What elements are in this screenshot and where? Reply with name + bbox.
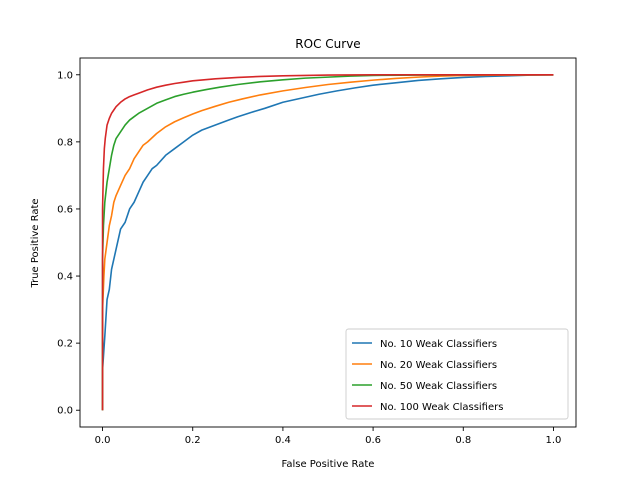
series-line-4 bbox=[101, 73, 554, 411]
series-line-1 bbox=[101, 73, 554, 411]
y-tick-label: 0.8 bbox=[57, 137, 73, 148]
x-tick-label: 0.0 bbox=[95, 435, 111, 446]
legend-label-1: No. 10 Weak Classifiers bbox=[380, 339, 497, 350]
y-axis-ticks: 0.0 0.2 0.4 0.6 0.8 1.0 bbox=[57, 70, 80, 417]
axes-frame bbox=[79, 57, 577, 428]
y-axis-label: True Positive Rate bbox=[30, 198, 41, 288]
x-tick-label: 0.4 bbox=[275, 435, 291, 446]
x-axis-ticks: 0.0 0.2 0.4 0.6 0.8 1.0 bbox=[95, 427, 562, 446]
x-tick-label: 0.2 bbox=[185, 435, 201, 446]
x-tick-label: 1.0 bbox=[546, 435, 562, 446]
axes-spines bbox=[79, 57, 577, 428]
y-tick-label: 1.0 bbox=[57, 70, 73, 81]
x-tick-label: 0.8 bbox=[455, 435, 471, 446]
x-tick-label: 0.6 bbox=[365, 435, 381, 446]
legend: No. 10 Weak Classifiers No. 20 Weak Class… bbox=[345, 328, 569, 420]
y-tick-label: 0.2 bbox=[57, 339, 73, 350]
legend-label-2: No. 20 Weak Classifiers bbox=[380, 360, 497, 371]
legend-label-4: No. 100 Weak Classifiers bbox=[380, 402, 503, 413]
series-line-2 bbox=[101, 73, 554, 411]
y-tick-label: 0.6 bbox=[57, 204, 73, 215]
legend-box bbox=[345, 328, 569, 420]
y-tick-label: 0.4 bbox=[57, 272, 73, 283]
plot-area bbox=[101, 73, 554, 411]
y-tick-label: 0.0 bbox=[57, 406, 73, 417]
legend-label-3: No. 50 Weak Classifiers bbox=[380, 381, 497, 392]
x-axis-label: False Positive Rate bbox=[282, 459, 375, 470]
series-line-3 bbox=[101, 73, 554, 411]
chart-title: ROC Curve bbox=[295, 37, 360, 51]
